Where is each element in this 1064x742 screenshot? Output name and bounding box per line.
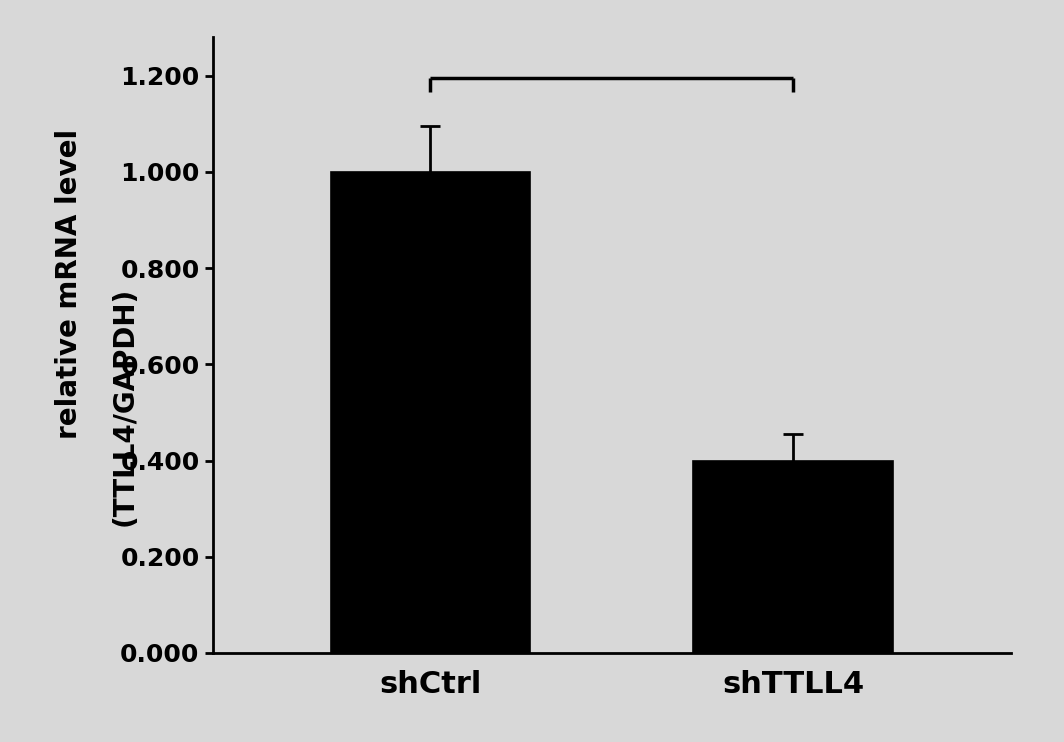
Bar <box>331 172 530 653</box>
Text: relative mRNA level: relative mRNA level <box>55 128 83 439</box>
Bar <box>694 461 893 653</box>
Text: (TTLL4/GAPDH): (TTLL4/GAPDH) <box>111 287 139 526</box>
